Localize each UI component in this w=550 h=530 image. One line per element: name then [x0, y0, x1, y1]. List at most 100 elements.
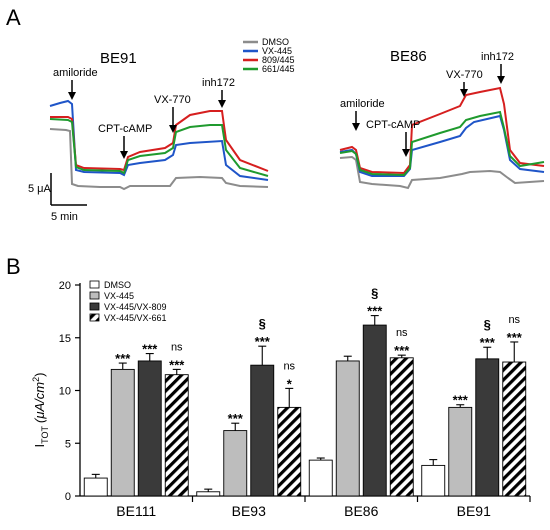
section-mark: §: [484, 317, 491, 332]
section-mark: §: [259, 316, 266, 331]
legend-label: DMSO: [262, 37, 289, 47]
legend-swatch-vx445-vx661: [89, 313, 100, 322]
significance-label: ***: [507, 330, 523, 345]
legend-swatch-dmso: [89, 280, 100, 289]
significance-label: ***: [480, 335, 496, 350]
y-tick-label: 5: [65, 438, 71, 450]
significance-label: ***: [255, 334, 271, 349]
y-label-unit: (μA/cm: [32, 382, 47, 423]
bar: [277, 406, 302, 497]
ns-label: ns: [171, 341, 183, 353]
bar: [164, 374, 189, 497]
legend-swatch-vx445-vx809: [89, 302, 100, 311]
scale-bar: 5 μA 5 min: [28, 173, 87, 223]
bar: [83, 477, 108, 497]
significance-label: ***: [394, 343, 410, 358]
panel-a-letter: A: [6, 5, 21, 30]
y-label-sub: TOT: [40, 425, 50, 443]
be91-trace-title: BE91: [100, 50, 137, 67]
ns-label: ns: [396, 327, 408, 339]
legend-label: VX-445: [104, 291, 134, 301]
trace-legend-item: 809/445: [243, 55, 295, 65]
trace-dmso: [339, 155, 545, 190]
y-axis-label: ITOT (μA/cm2): [31, 373, 50, 448]
y-label-main: I: [32, 444, 47, 448]
bar-legend: DMSO VX-445 VX-445/VX-809 VX-445/VX-661: [89, 280, 167, 323]
y-tick-label: 15: [59, 333, 71, 345]
bar: [196, 491, 221, 497]
category-label: BE86: [344, 503, 378, 519]
trace-dmso: [49, 128, 269, 191]
annotation-arrowhead: [68, 92, 76, 100]
bar: [389, 357, 414, 497]
bar: [250, 364, 275, 497]
bar-legend-item: VX-445: [89, 291, 134, 301]
panel-b-letter: B: [6, 254, 21, 279]
bar-legend-item: VX-445/VX-661: [89, 313, 167, 323]
be86-annotations: amiloride CPT-cAMP VX-770 inh172: [340, 51, 514, 157]
trace-legend: DMSO VX-445 809/445 661/445: [243, 37, 295, 74]
y-tick-label: 0: [65, 491, 71, 503]
bar: [335, 360, 360, 497]
bar: [362, 324, 387, 497]
annotation-label: amiloride: [340, 98, 385, 110]
y-ticks: 0 5 10 15 20: [59, 280, 80, 503]
legend-label: 809/445: [262, 55, 295, 65]
legend-swatch-vx445: [89, 291, 100, 300]
significance-label: ***: [115, 351, 131, 366]
category-label: BE91: [457, 503, 491, 519]
trace-661-445: [339, 110, 545, 177]
legend-label: VX-445: [262, 46, 292, 56]
annotation-label: inh172: [481, 51, 514, 63]
annotation-label: VX-770: [446, 69, 483, 81]
bar: [137, 360, 162, 497]
bars: *** *** *** ns *** *** § * ns *** § *** ns *** *** § ***…: [83, 286, 527, 497]
y-label-close: ): [32, 373, 47, 377]
annotation-arrowhead: [352, 123, 360, 131]
annotation-label: amiloride: [53, 67, 98, 79]
annotation-arrowhead: [218, 100, 226, 108]
be91-traces: [49, 99, 269, 191]
bar: [502, 361, 527, 497]
section-mark: §: [371, 286, 378, 301]
legend-label: DMSO: [104, 280, 131, 290]
trace-legend-item: VX-445: [243, 46, 292, 56]
ns-label: ns: [508, 314, 520, 326]
scale-y-label: 5 μA: [28, 183, 52, 195]
significance-label: ***: [367, 304, 383, 319]
annotation-arrowhead: [402, 149, 410, 157]
legend-label: 661/445: [262, 64, 295, 74]
bar: [110, 368, 135, 497]
annotation-arrowhead: [497, 76, 505, 84]
be86-trace-title: BE86: [390, 48, 427, 65]
trace-vx445: [49, 99, 269, 181]
significance-label: *: [287, 376, 293, 391]
significance-label: ***: [169, 357, 185, 372]
be91-annotations: amiloride CPT-cAMP VX-770 inh172: [53, 67, 235, 159]
annotation-label: VX-770: [154, 94, 191, 106]
y-tick-label: 10: [59, 386, 71, 398]
ns-label: ns: [283, 360, 295, 372]
trace-legend-item: DMSO: [243, 37, 289, 47]
y-label-sup: 2: [31, 377, 41, 382]
category-label: BE111: [116, 503, 156, 519]
annotation-label: inh172: [202, 77, 235, 89]
bar: [308, 459, 333, 497]
annotation-arrowhead: [460, 89, 468, 97]
annotation-label: CPT-cAMP: [366, 119, 420, 131]
trace-661-445: [49, 118, 269, 177]
bar: [475, 358, 500, 497]
bar: [421, 464, 446, 497]
category-labels: BE111 BE93 BE86 BE91: [116, 496, 531, 519]
significance-label: ***: [453, 393, 469, 408]
category-label: BE93: [232, 503, 266, 519]
bar-legend-item: DMSO: [89, 280, 131, 290]
annotation-label: CPT-cAMP: [98, 123, 152, 135]
bar: [223, 430, 248, 497]
scale-x-label: 5 min: [51, 211, 78, 223]
significance-label: ***: [228, 411, 244, 426]
be86-traces: [339, 86, 545, 190]
significance-label: ***: [142, 342, 158, 357]
bar-legend-item: VX-445/VX-809: [89, 302, 167, 312]
